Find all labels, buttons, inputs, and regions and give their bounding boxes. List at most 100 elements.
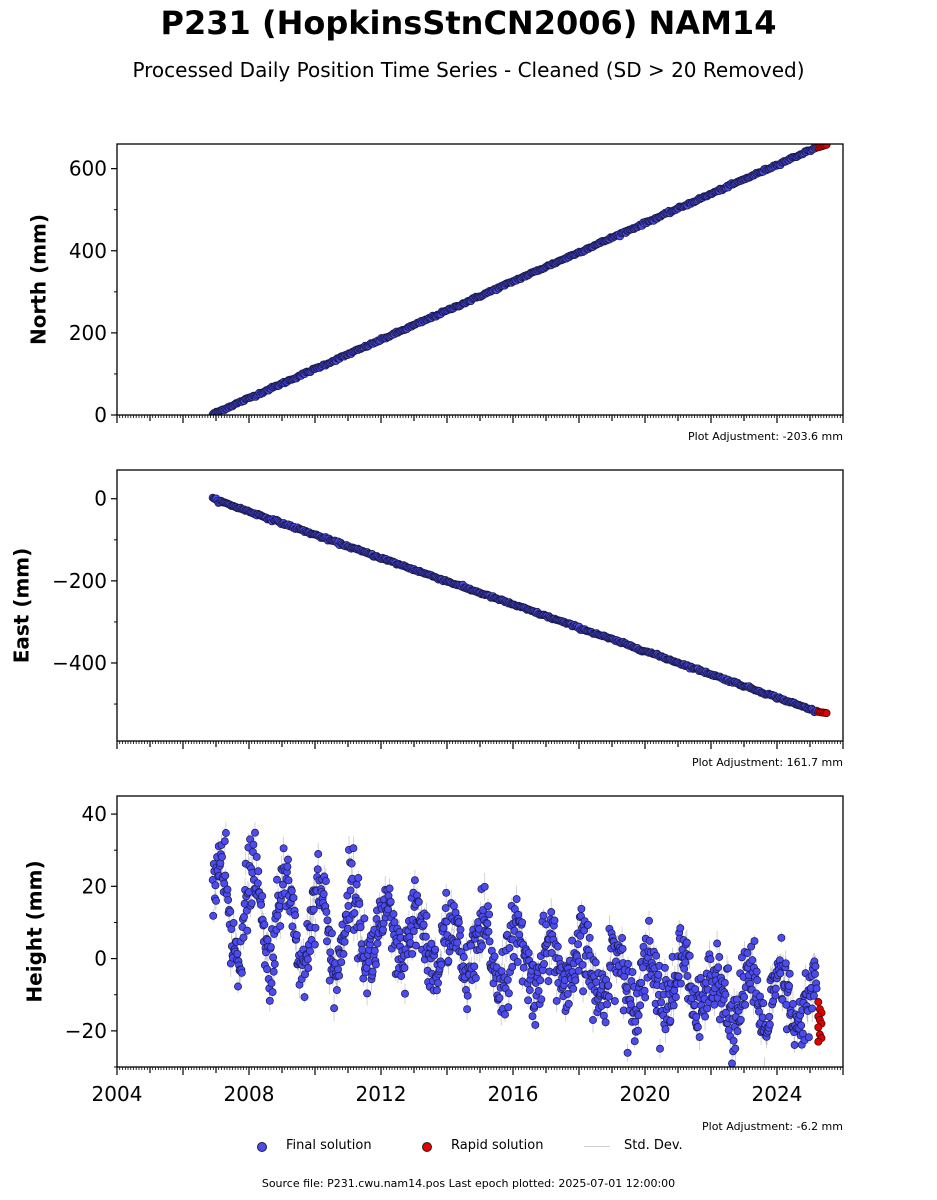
final-point (444, 957, 453, 965)
final-point (504, 1003, 513, 1012)
final-point (634, 1026, 642, 1035)
final-point (514, 910, 523, 919)
final-point (634, 1011, 643, 1020)
final-point (325, 976, 334, 985)
final-point (252, 852, 261, 861)
final-points (208, 493, 821, 717)
final-point (776, 969, 785, 978)
final-point (288, 922, 297, 931)
final-point (547, 908, 556, 916)
final-point (454, 918, 463, 927)
final-point (715, 953, 724, 961)
final-point (279, 844, 288, 853)
final-point (692, 1012, 701, 1021)
rapid-point (822, 709, 831, 718)
final-point (553, 942, 562, 951)
final-point (626, 1000, 635, 1009)
x-ticks (116, 415, 844, 423)
final-point (604, 992, 613, 1001)
final-point (304, 964, 313, 972)
final-point (519, 963, 528, 972)
final-point (576, 931, 585, 940)
final-point (683, 972, 692, 980)
final-point (733, 1027, 742, 1036)
final-point (656, 1044, 664, 1053)
final-point (408, 949, 417, 958)
final-point (490, 952, 499, 961)
final-point (364, 957, 373, 966)
final-point (579, 987, 588, 996)
y-axis-label: North (mm) (27, 214, 51, 345)
final-point (226, 907, 235, 916)
final-point (753, 976, 762, 985)
final-point (513, 957, 522, 966)
final-point (537, 995, 546, 1004)
final-point (459, 953, 468, 961)
final-point (379, 925, 387, 934)
y-axis-label: East (mm) (10, 548, 34, 664)
final-point (233, 949, 242, 958)
final-point (291, 911, 300, 920)
final-point (676, 979, 685, 988)
final-point (368, 967, 377, 976)
final-point (309, 905, 318, 914)
final-point (253, 879, 262, 888)
final-point (528, 1012, 537, 1021)
final-point (574, 940, 583, 949)
final-point (732, 995, 741, 1004)
x-tick-label: 2012 (356, 1082, 407, 1106)
final-point (652, 951, 661, 960)
final-point (283, 862, 292, 871)
rapid-point (822, 144, 831, 149)
final-point (284, 876, 293, 885)
final-point (266, 943, 275, 952)
final-point (346, 886, 355, 895)
final-point (505, 944, 514, 952)
final-point (239, 933, 248, 942)
final-point (347, 859, 356, 868)
final-point (524, 948, 533, 957)
final-point (434, 978, 442, 987)
final-point (401, 989, 409, 998)
final-point (671, 993, 680, 1002)
final-point (373, 939, 382, 948)
final-point (332, 986, 341, 995)
final-point (670, 986, 679, 995)
final-point (419, 920, 428, 929)
final-point (485, 910, 494, 919)
x-ticks (116, 741, 844, 749)
final-point (750, 937, 759, 946)
final-point (360, 914, 369, 923)
final-point (263, 965, 272, 974)
final-point (674, 972, 683, 981)
final-point (637, 979, 646, 987)
final-point (270, 960, 279, 969)
final-point (539, 911, 548, 920)
final-point (525, 986, 534, 995)
final-point (758, 1013, 767, 1022)
final-point (267, 979, 276, 988)
final-point (247, 899, 256, 908)
final-point (437, 960, 446, 969)
final-point (358, 945, 367, 954)
final-point (703, 1004, 712, 1013)
final-point (414, 897, 423, 906)
final-point (442, 888, 451, 897)
final-point (811, 962, 820, 971)
final-point (564, 999, 573, 1008)
final-point (713, 939, 722, 948)
final-point (355, 900, 364, 909)
final-point (484, 902, 492, 911)
final-point (623, 983, 631, 992)
plot-adjustment-note: Plot Adjustment: 161.7 mm (692, 756, 843, 769)
final-point (512, 895, 521, 904)
final-point (243, 926, 252, 935)
final-point (397, 972, 406, 980)
rapid-point (814, 1037, 823, 1046)
final-point (300, 993, 309, 1002)
rapid-points (814, 998, 826, 1046)
rapid-points (814, 144, 831, 152)
final-point (765, 1020, 774, 1029)
final-point (400, 963, 409, 972)
chart-title: P231 (HopkinsStnCN2006) NAM14 (160, 4, 777, 42)
